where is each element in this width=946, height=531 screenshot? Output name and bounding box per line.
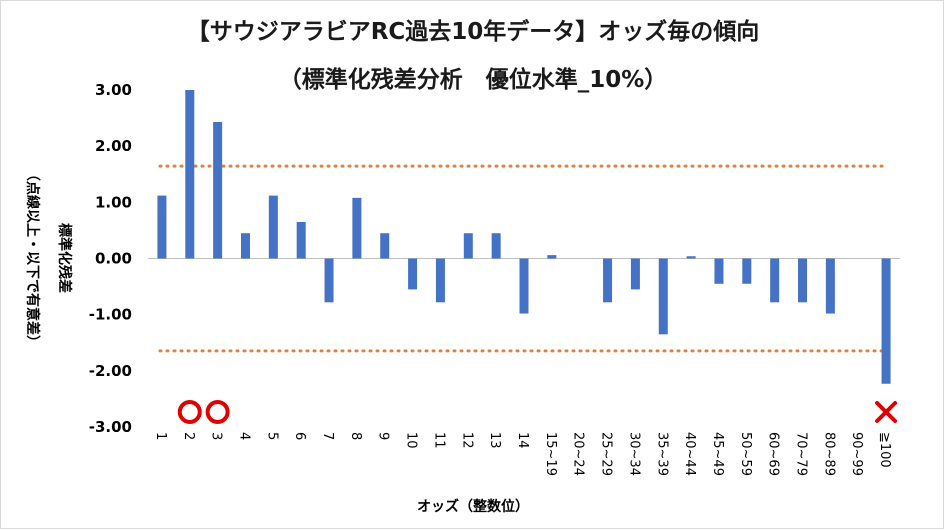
good-marker-circle xyxy=(177,400,202,424)
bar-17 xyxy=(603,258,613,303)
y-tick-label: -2.00 xyxy=(89,362,132,380)
x-axis-label: オッズ（整数位） xyxy=(417,498,529,515)
chart-subtitle: （標準化残差分析 優位水準_10%） xyxy=(278,67,668,93)
bar-18 xyxy=(630,258,640,290)
y-tick-label: -3.00 xyxy=(89,418,132,436)
y-tick-label: -1.00 xyxy=(89,306,132,324)
bar-23 xyxy=(770,258,780,303)
x-tick-label: 80~89 xyxy=(821,432,836,476)
bar-5 xyxy=(268,195,278,259)
bar-13 xyxy=(491,233,501,259)
x-tick-label: 5 xyxy=(264,432,279,440)
x-tick-label: 4 xyxy=(236,432,251,440)
x-tick-label: 1 xyxy=(153,432,168,440)
bar-27 xyxy=(881,258,891,384)
x-tick-label: 50~59 xyxy=(738,432,753,476)
x-tick-label: 3 xyxy=(209,432,224,440)
x-tick-label: 2 xyxy=(181,432,196,440)
x-tick-label: 20~24 xyxy=(571,432,586,476)
bar-14 xyxy=(519,258,529,314)
bar-10 xyxy=(408,258,418,290)
bar-7 xyxy=(324,258,334,303)
y-tick-label: 3.00 xyxy=(95,81,132,99)
bar-8 xyxy=(352,197,362,259)
y-axis-label: 標準化残差 xyxy=(56,223,73,293)
bar-2 xyxy=(185,90,195,259)
x-tick-label: 11 xyxy=(431,432,446,449)
x-tick-label: 8 xyxy=(348,432,363,440)
bar-12 xyxy=(463,233,473,259)
good-marker-circle xyxy=(205,400,230,424)
chart-title: 【サウジアラビアRC過去10年データ】オッズ毎の傾向 xyxy=(186,19,760,45)
bar-21 xyxy=(714,258,724,284)
x-tick-label: 35~39 xyxy=(654,432,669,476)
x-tick-label: 12 xyxy=(459,432,474,449)
bar-9 xyxy=(380,233,390,259)
bar-24 xyxy=(798,258,808,303)
y-tick-label: 2.00 xyxy=(95,137,132,155)
bar-19 xyxy=(658,258,668,335)
y-tick-label: 0.00 xyxy=(95,250,132,268)
x-tick-label: 14 xyxy=(515,432,530,449)
bar-22 xyxy=(742,258,752,284)
bar-15 xyxy=(547,255,557,259)
bar-3 xyxy=(213,122,223,259)
bar-25 xyxy=(825,258,835,314)
bar-1 xyxy=(157,195,167,259)
x-tick-label: 6 xyxy=(292,432,307,440)
bar-11 xyxy=(435,258,445,303)
x-tick-label: 9 xyxy=(376,432,391,440)
y-axis-note: （点線以上・以下で有意差） xyxy=(24,167,41,349)
x-tick-label: 30~34 xyxy=(626,432,641,476)
x-tick-label: 15~19 xyxy=(543,432,558,476)
x-tick-label: 7 xyxy=(320,432,335,440)
x-tick-label: 90~99 xyxy=(849,432,864,476)
x-tick-label: 13 xyxy=(487,432,502,449)
bar-4 xyxy=(240,233,250,259)
bar-20 xyxy=(686,256,696,259)
bad-marker-cross xyxy=(875,401,898,423)
x-tick-label: ≧100 xyxy=(877,432,892,468)
x-tick-label: 45~49 xyxy=(710,432,725,476)
bar-6 xyxy=(296,221,306,259)
x-tick-label: 25~29 xyxy=(599,432,614,476)
x-tick-label: 60~69 xyxy=(766,432,781,476)
x-tick-label: 10 xyxy=(404,432,419,449)
x-tick-label: 40~44 xyxy=(682,432,697,476)
y-tick-label: 1.00 xyxy=(95,193,132,211)
x-tick-label: 70~79 xyxy=(794,432,809,476)
